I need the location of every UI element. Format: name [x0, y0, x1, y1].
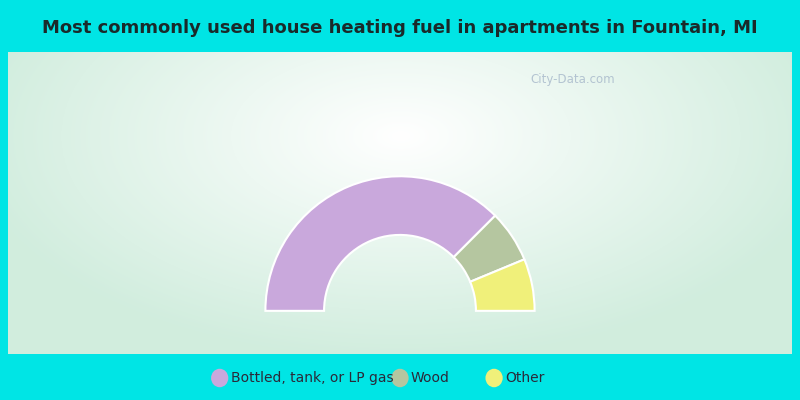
Text: Bottled, tank, or LP gas: Bottled, tank, or LP gas [230, 371, 394, 385]
Wedge shape [470, 259, 534, 311]
Text: City-Data.com: City-Data.com [530, 73, 615, 86]
Text: Most commonly used house heating fuel in apartments in Fountain, MI: Most commonly used house heating fuel in… [42, 19, 758, 37]
Text: Wood: Wood [411, 371, 450, 385]
Wedge shape [266, 176, 495, 311]
Wedge shape [454, 216, 524, 282]
Text: Other: Other [505, 371, 545, 385]
Ellipse shape [391, 369, 409, 387]
Ellipse shape [211, 369, 228, 387]
Ellipse shape [486, 369, 502, 387]
